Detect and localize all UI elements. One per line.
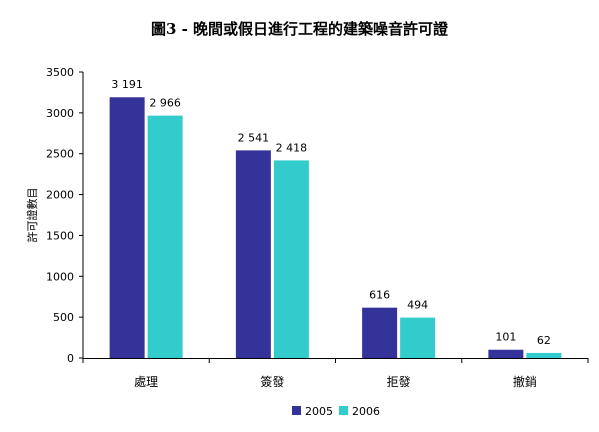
data-label: 494 (407, 299, 428, 312)
category-label: 處理 (134, 375, 158, 389)
bar-2006 (147, 115, 183, 358)
y-tick-label: 500 (53, 311, 74, 324)
y-tick-label: 2000 (46, 189, 74, 202)
category-label: 撤銷 (513, 374, 537, 389)
legend-label: 2006 (352, 405, 380, 418)
chart-title: 圖3 - 晚間或假日進行工程的建築噪音許可證 (150, 20, 449, 38)
bar-2005 (362, 307, 398, 358)
category-label: 拒發 (387, 374, 411, 389)
y-tick-label: 1500 (46, 229, 74, 242)
data-label: 62 (537, 334, 551, 347)
bars: 3 191 2 966 2 541 2 418 616 494 101 62 (109, 78, 562, 358)
bar-2006 (400, 317, 436, 358)
data-label: 101 (495, 331, 516, 344)
y-tick-label: 1000 (46, 270, 74, 283)
category-labels: 處理 簽發 拒發 撤銷 (82, 358, 589, 389)
y-tick-label: 3000 (46, 107, 74, 120)
y-tick-label: 0 (67, 352, 74, 365)
bar-2005 (109, 97, 145, 358)
legend-swatch-2005 (292, 406, 301, 415)
legend-swatch-2006 (339, 406, 348, 415)
data-label: 2 966 (149, 97, 181, 110)
data-label: 616 (369, 289, 390, 302)
data-label: 3 191 (111, 78, 143, 91)
category-label: 簽發 (260, 374, 284, 389)
bar-2005 (235, 150, 271, 358)
y-axis-label: 許可證數目 (25, 188, 39, 243)
y-tick-label: 3500 (46, 66, 74, 79)
y-ticks: 0 500 1000 1500 2000 2500 3000 3500 (46, 66, 83, 365)
bar-2006 (273, 160, 309, 358)
bar-2006 (526, 352, 562, 358)
data-label: 2 418 (276, 141, 308, 154)
data-label: 2 541 (238, 131, 270, 144)
legend-label: 2005 (305, 405, 333, 418)
y-tick-label: 2500 (46, 148, 74, 161)
legend: 2005 2006 (292, 405, 380, 418)
bar-2005 (488, 349, 524, 358)
